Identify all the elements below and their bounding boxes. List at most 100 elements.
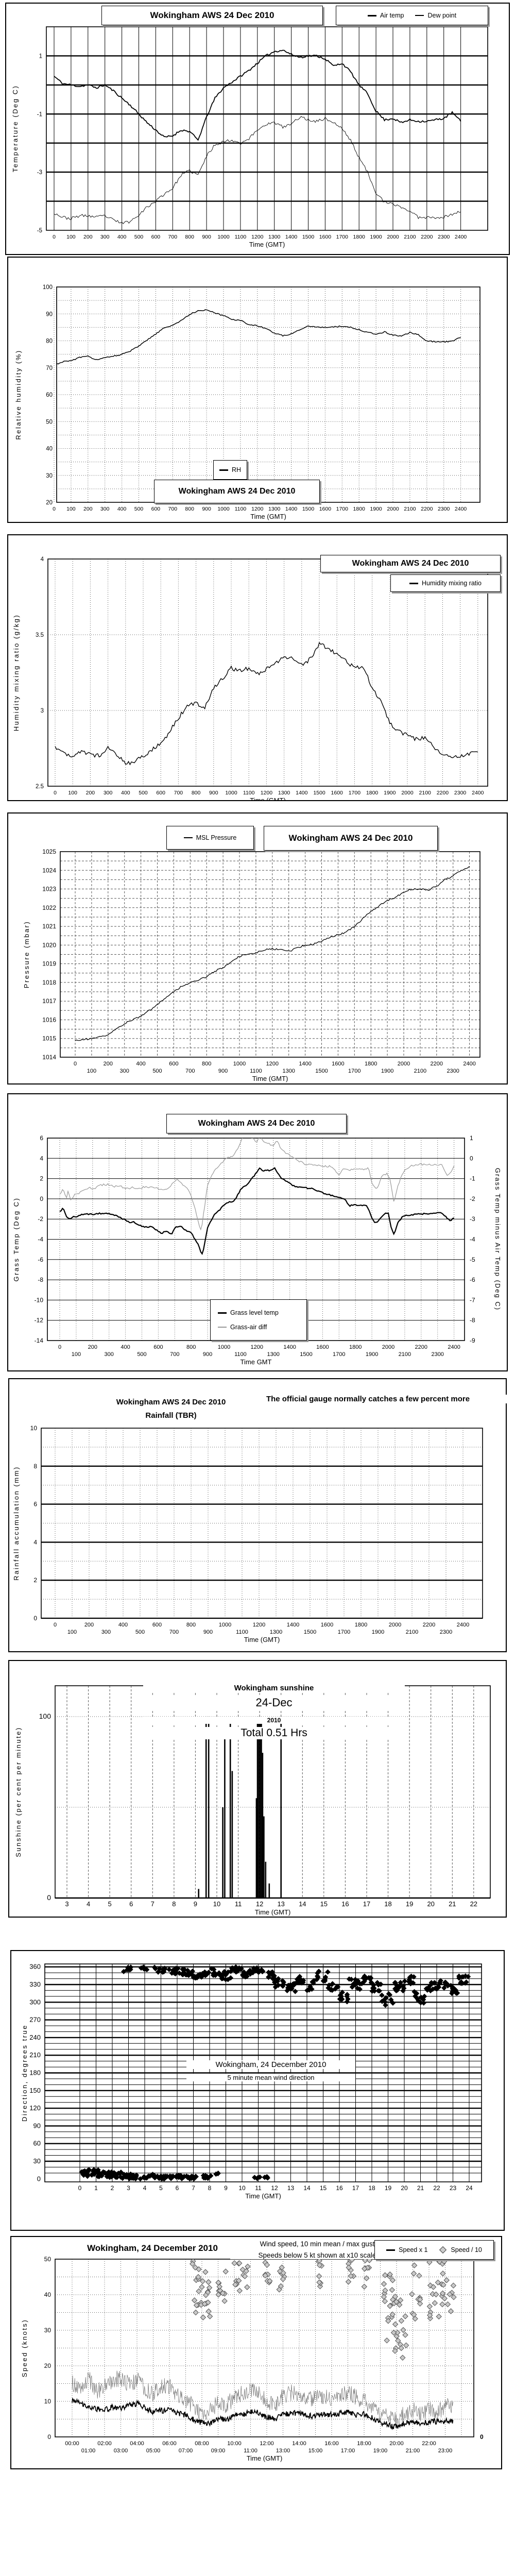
svg-text:-3: -3 [37,170,42,176]
svg-text:100: 100 [67,1629,77,1635]
svg-text:400: 400 [117,234,127,240]
svg-text:0: 0 [54,790,57,796]
svg-text:21: 21 [417,2184,424,2192]
svg-text:-8: -8 [470,1317,475,1324]
svg-text:1018: 1018 [42,979,56,986]
svg-text:0: 0 [58,1344,61,1350]
air-temp-line-icon [367,14,376,16]
svg-text:2000: 2000 [398,1061,410,1067]
svg-text:1300: 1300 [270,1629,282,1635]
svg-text:0: 0 [78,2184,82,2192]
svg-text:500: 500 [135,1629,145,1635]
svg-text:70: 70 [46,365,53,371]
chart-subtitle: Rainfall (TBR) [76,1411,266,1420]
svg-text:1000: 1000 [233,1061,246,1067]
svg-text:600: 600 [151,506,161,512]
svg-text:700: 700 [169,1629,179,1635]
svg-text:200: 200 [88,1344,97,1350]
svg-text:1100: 1100 [236,1629,248,1635]
svg-text:2200: 2200 [423,1622,435,1628]
svg-text:23:00: 23:00 [438,2448,453,2454]
chart-title: Wokingham AWS 24 Dec 2010 [150,10,274,20]
svg-text:800: 800 [192,790,201,796]
svg-text:8: 8 [172,1900,176,1908]
svg-text:200: 200 [84,1622,94,1628]
svg-text:1: 1 [470,1134,473,1142]
legend-item: Humidity mixing ratio [409,580,482,587]
svg-text:2000: 2000 [387,506,399,512]
svg-text:1400: 1400 [287,1622,299,1628]
svg-text:0: 0 [54,1622,57,1628]
svg-text:19: 19 [406,1900,413,1908]
svg-text:17: 17 [352,2184,359,2192]
svg-text:09:00: 09:00 [211,2448,226,2454]
svg-text:-4: -4 [38,1236,43,1243]
chart-title-box: Wokingham AWS 24 Dec 2010 [264,826,438,851]
svg-text:200: 200 [86,790,95,796]
svg-text:1200: 1200 [251,234,264,240]
svg-text:17:00: 17:00 [341,2448,355,2454]
svg-text:300: 300 [120,1068,129,1074]
svg-text:19:00: 19:00 [373,2448,388,2454]
svg-text:4: 4 [143,2184,147,2192]
svg-text:2300: 2300 [454,790,467,796]
svg-text:30: 30 [44,2327,52,2334]
svg-text:1400: 1400 [283,1344,296,1350]
svg-text:13: 13 [287,2184,295,2192]
svg-text:11:00: 11:00 [244,2448,258,2454]
svg-text:1: 1 [94,2184,98,2192]
svg-text:500: 500 [137,1351,146,1358]
svg-text:12: 12 [256,1900,263,1908]
svg-text:1600: 1600 [321,1622,333,1628]
svg-text:600: 600 [169,1061,178,1067]
svg-text:18:00: 18:00 [357,2441,371,2447]
svg-text:1600: 1600 [331,790,344,796]
svg-text:-1: -1 [470,1175,475,1182]
svg-text:100: 100 [72,1351,81,1358]
svg-text:2200: 2200 [431,1061,443,1067]
svg-text:50: 50 [44,2256,52,2263]
wind-speed-chart-svg: 50 40 30 20 10 0 00:0001:0002:0003:0004:0005:0… [21,2256,484,2462]
svg-text:2000: 2000 [389,1622,401,1628]
svg-text:600: 600 [156,790,165,796]
svg-text:2: 2 [111,2184,114,2192]
svg-text:-4: -4 [470,1236,475,1243]
svg-text:1: 1 [39,53,42,59]
svg-text:22: 22 [433,2184,440,2192]
svg-text:2400: 2400 [455,234,467,240]
svg-text:1500: 1500 [302,234,315,240]
svg-text:1100: 1100 [234,1351,247,1358]
rainfall-chart-svg: 1086420010020030040050060070080090010001… [12,1425,483,1643]
svg-text:0: 0 [53,506,56,512]
svg-text:200: 200 [83,506,93,512]
svg-text:800: 800 [186,1622,196,1628]
svg-text:04:00: 04:00 [130,2441,144,2447]
svg-text:100: 100 [87,1068,96,1074]
svg-text:-12: -12 [35,1317,44,1324]
svg-text:1300: 1300 [267,1351,279,1358]
svg-text:1500: 1500 [304,1629,316,1635]
chart-title-box: Wokingham AWS 24 Dec 2010 [166,1114,347,1133]
svg-text:1700: 1700 [348,1068,360,1074]
panel-sunshine: 100 0 3 4 5 6 7 8 9 10 11 12 13 14 15 16 17 18 19 20 21 22 Tim… [8,1660,507,1918]
svg-text:15: 15 [320,1900,328,1908]
svg-text:400: 400 [136,1061,145,1067]
svg-text:2000: 2000 [401,790,414,796]
svg-text:300: 300 [101,1629,111,1635]
legend-box: Speed x 1 Speed / 10 [374,2240,494,2260]
svg-text:-6: -6 [38,1256,43,1263]
dew-point-line-icon [415,15,424,16]
svg-text:900: 900 [203,1629,213,1635]
svg-text:Rainfall accumulation (mm): Rainfall accumulation (mm) [12,1466,20,1581]
svg-text:Temperature (Deg C): Temperature (Deg C) [11,85,19,173]
svg-text:700: 700 [170,1351,179,1358]
svg-text:20: 20 [46,500,53,506]
svg-text:1500: 1500 [313,790,325,796]
svg-text:100: 100 [43,284,53,291]
svg-text:1800: 1800 [366,790,379,796]
svg-text:0: 0 [470,1155,473,1162]
svg-text:-2: -2 [38,1215,43,1223]
svg-text:02:00: 02:00 [97,2441,112,2447]
svg-text:3.5: 3.5 [36,632,44,638]
svg-text:20:00: 20:00 [389,2441,404,2447]
